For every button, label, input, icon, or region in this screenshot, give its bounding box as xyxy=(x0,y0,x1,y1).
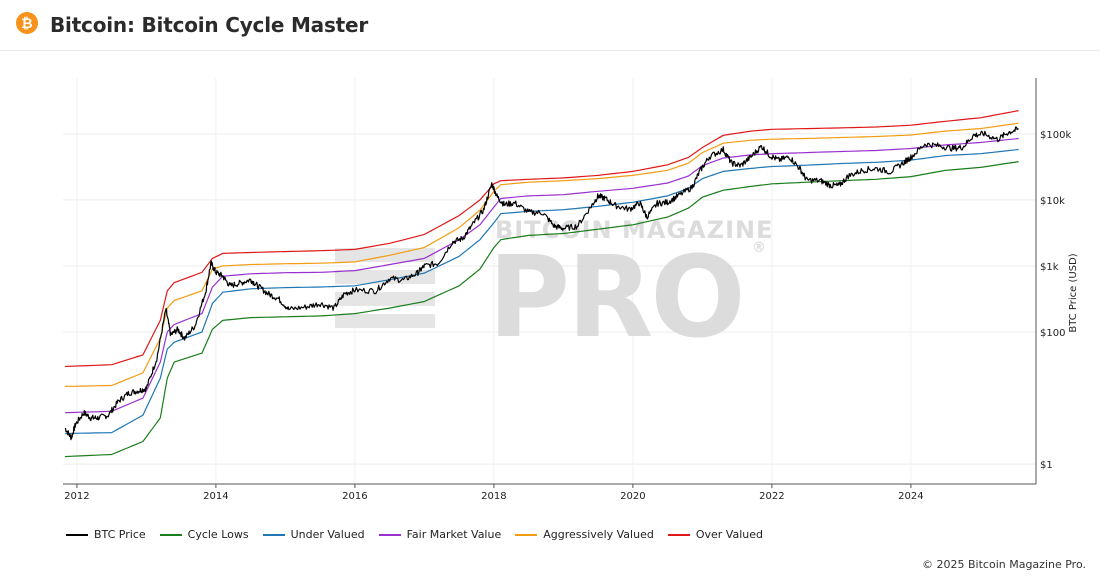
legend-swatch xyxy=(667,533,690,536)
legend-item-aggressively-valued[interactable]: Aggressively Valued xyxy=(515,528,654,541)
x-tick-label: 2022 xyxy=(759,491,784,502)
y-tick-label: $10k xyxy=(1040,196,1065,207)
axes: $1 $100 $1k $10k $100k 2012 2014 2016 2018 2020 20… xyxy=(63,78,1079,502)
legend-item-cycle-lows[interactable]: Cycle Lows xyxy=(159,528,249,541)
series-line-over-valued[interactable] xyxy=(65,110,1019,368)
legend-label: BTC Price xyxy=(94,528,146,541)
x-tick-label: 2016 xyxy=(342,491,367,502)
watermark-logo-icon xyxy=(335,248,435,328)
bitcoin-icon: ₿ xyxy=(16,12,38,34)
series-line-btc-price[interactable] xyxy=(64,126,1019,441)
legend-swatch xyxy=(378,533,401,536)
legend-swatch xyxy=(159,533,182,536)
y-tick-label: $1k xyxy=(1040,262,1059,273)
chart[interactable]: BITCOIN MAGAZINE PRO ® $1 $100 $1k $10k $100… xyxy=(0,50,1100,520)
legend-item-under-valued[interactable]: Under Valued xyxy=(262,528,365,541)
legend-swatch xyxy=(515,533,538,536)
header-bar: ₿ Bitcoin: Bitcoin Cycle Master xyxy=(0,0,1100,51)
watermark-registered-mark: ® xyxy=(752,240,766,256)
x-tick-label: 2014 xyxy=(203,491,228,502)
series-line-fair-market-value[interactable] xyxy=(65,137,1019,414)
x-tick-label: 2020 xyxy=(620,491,645,502)
legend-item-fair-market-value[interactable]: Fair Market Value xyxy=(378,528,502,541)
x-tick-label: 2018 xyxy=(481,491,506,502)
watermark-top-text: BITCOIN MAGAZINE xyxy=(495,216,774,244)
series-line-under-valued[interactable] xyxy=(65,148,1019,435)
y-axis-title: BTC Price (USD) xyxy=(1068,253,1079,332)
legend-swatch xyxy=(262,533,285,536)
series-layer xyxy=(64,110,1019,458)
x-tick-label: 2024 xyxy=(898,491,923,502)
page-title: Bitcoin: Bitcoin Cycle Master xyxy=(50,13,369,37)
y-tick-label: $100k xyxy=(1040,130,1071,141)
y-tick-label: $100 xyxy=(1040,328,1065,339)
legend: BTC Price Cycle Lows Under Valued Fair Mark… xyxy=(66,528,763,541)
legend-label: Over Valued xyxy=(695,528,763,541)
watermark: BITCOIN MAGAZINE PRO ® xyxy=(335,216,774,363)
legend-label: Fair Market Value xyxy=(406,528,502,541)
legend-label: Aggressively Valued xyxy=(543,528,654,541)
legend-label: Under Valued xyxy=(290,528,365,541)
legend-item-over-valued[interactable]: Over Valued xyxy=(667,528,763,541)
watermark-main-text: PRO xyxy=(488,233,743,363)
series-line-aggressively-valued[interactable] xyxy=(65,122,1019,387)
legend-swatch xyxy=(66,533,88,536)
legend-label: Cycle Lows xyxy=(187,528,249,541)
copyright-text: © 2025 Bitcoin Magazine Pro. xyxy=(922,558,1086,571)
x-tick-label: 2012 xyxy=(64,491,89,502)
legend-item-btc-price[interactable]: BTC Price xyxy=(66,528,146,541)
y-tick-label: $1 xyxy=(1040,460,1053,471)
